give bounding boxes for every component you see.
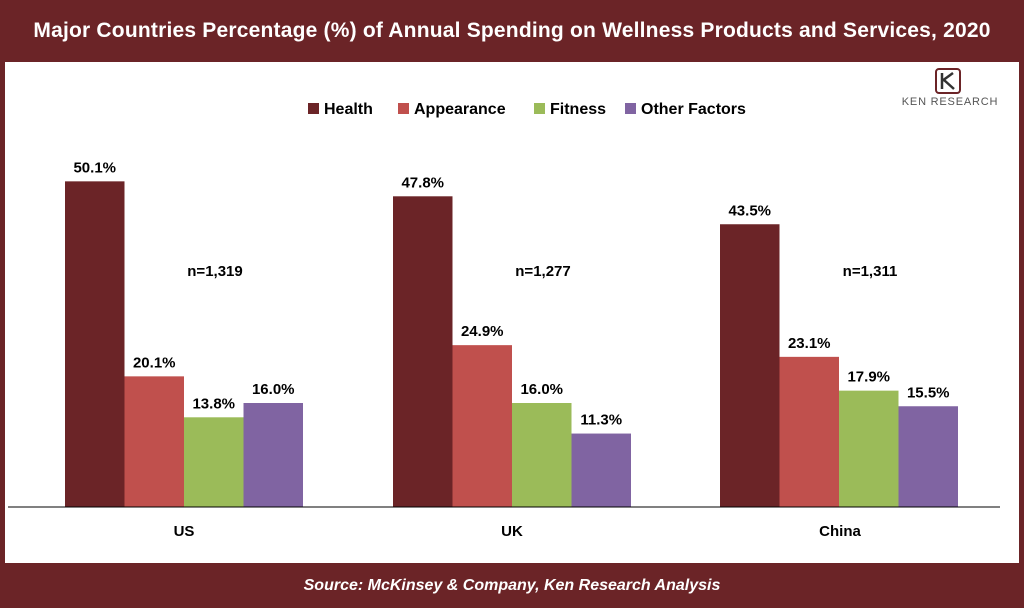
legend-label-appearance: Appearance	[414, 101, 506, 118]
value-label: 24.9%	[461, 323, 504, 340]
value-label: 16.0%	[520, 381, 563, 398]
value-label: 20.1%	[133, 354, 176, 371]
legend-swatch-health	[308, 103, 319, 114]
chart-title: Major Countries Percentage (%) of Annual…	[0, 0, 1024, 62]
bar-us-appearance	[124, 376, 184, 507]
bar-uk-health	[393, 196, 453, 508]
bar-china-fitness	[839, 390, 899, 507]
frame-border-left	[0, 62, 5, 563]
sample-size-annotation: n=1,311	[843, 263, 898, 280]
value-label: 43.5%	[728, 202, 771, 219]
legend-swatch-other-factors	[625, 103, 636, 114]
frame-border-right	[1019, 62, 1024, 563]
category-label-us: US	[174, 523, 195, 540]
legend-label-other-factors: Other Factors	[641, 101, 746, 118]
logo-mark-icon	[935, 68, 961, 94]
value-label: 17.9%	[847, 369, 890, 386]
value-label: 47.8%	[401, 174, 444, 191]
bar-uk-fitness	[512, 403, 572, 507]
category-label-uk: UK	[501, 523, 523, 540]
bar-china-other-factors	[898, 406, 958, 507]
bar-china-appearance	[779, 356, 839, 507]
bar-china-health	[720, 224, 780, 507]
sample-size-annotation: n=1,277	[515, 263, 570, 280]
legend-swatch-appearance	[398, 103, 409, 114]
bar-uk-other-factors	[571, 433, 631, 507]
legend-swatch-fitness	[534, 103, 545, 114]
value-label: 50.1%	[73, 159, 116, 176]
value-label: 23.1%	[788, 335, 831, 352]
value-label: 15.5%	[907, 384, 950, 401]
logo-text: KEN RESEARCH	[901, 96, 999, 108]
category-label-china: China	[819, 523, 861, 540]
value-label: 16.0%	[252, 381, 295, 398]
source-note: Source: McKinsey & Company, Ken Research…	[0, 563, 1024, 608]
sample-size-annotation: n=1,319	[187, 263, 242, 280]
legend-label-health: Health	[324, 101, 373, 118]
value-label: 11.3%	[580, 412, 622, 429]
bar-us-other-factors	[243, 403, 303, 507]
bar-us-health	[65, 181, 125, 507]
bar-uk-appearance	[452, 345, 512, 507]
bar-us-fitness	[184, 417, 244, 507]
value-label: 13.8%	[192, 395, 235, 412]
legend-label-fitness: Fitness	[550, 101, 606, 118]
ken-research-logo: KEN RESEARCH	[884, 68, 1016, 110]
